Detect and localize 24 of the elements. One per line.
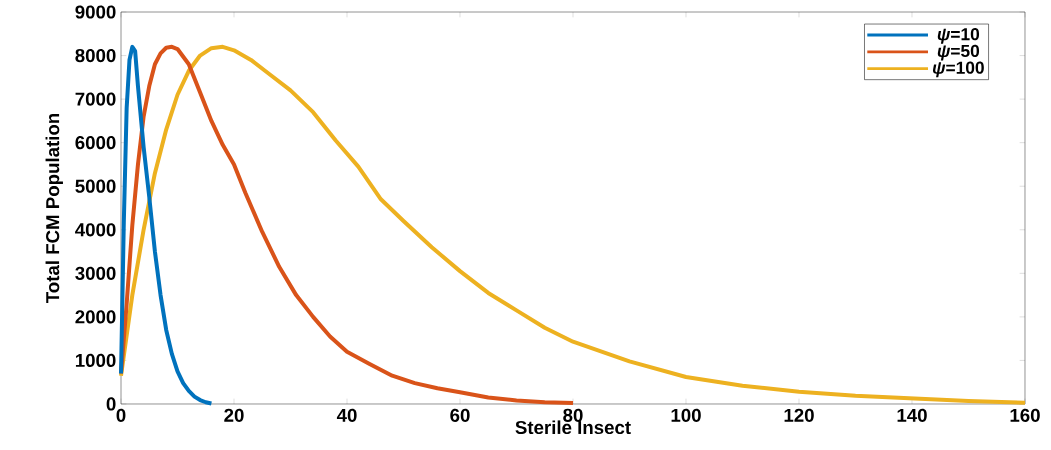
x-tick-label: 40 xyxy=(336,408,357,422)
y-tick-label: 8000 xyxy=(75,48,116,63)
x-tick-label: 140 xyxy=(897,408,927,422)
legend-label: ψ=100 xyxy=(932,61,984,78)
x-tick-label: 0 xyxy=(116,408,126,422)
x-tick-label: 160 xyxy=(1010,408,1040,422)
y-tick-label: 4000 xyxy=(75,223,116,237)
x-tick-label: 80 xyxy=(563,408,583,422)
y-tick-label: 5000 xyxy=(75,179,116,193)
legend-label: ψ=10 xyxy=(937,28,980,44)
y-axis-title: Total FCM Population xyxy=(45,113,63,303)
y-tick-label: 3000 xyxy=(75,266,116,280)
x-tick-label: 20 xyxy=(224,408,244,422)
y-tick-label: 2000 xyxy=(75,310,116,324)
legend-label: ψ=50 xyxy=(937,44,980,61)
x-tick-label: 120 xyxy=(784,408,814,422)
line-series xyxy=(119,44,214,406)
y-tick-label: 7000 xyxy=(75,92,116,106)
y-tick-label: 1000 xyxy=(75,353,116,368)
x-tick-label: 100 xyxy=(671,408,701,422)
x-tick-label: 60 xyxy=(450,408,470,422)
y-tick-label: 9000 xyxy=(75,5,116,19)
y-tick-label: 6000 xyxy=(75,136,116,150)
y-tick-label: 0 xyxy=(106,397,116,411)
